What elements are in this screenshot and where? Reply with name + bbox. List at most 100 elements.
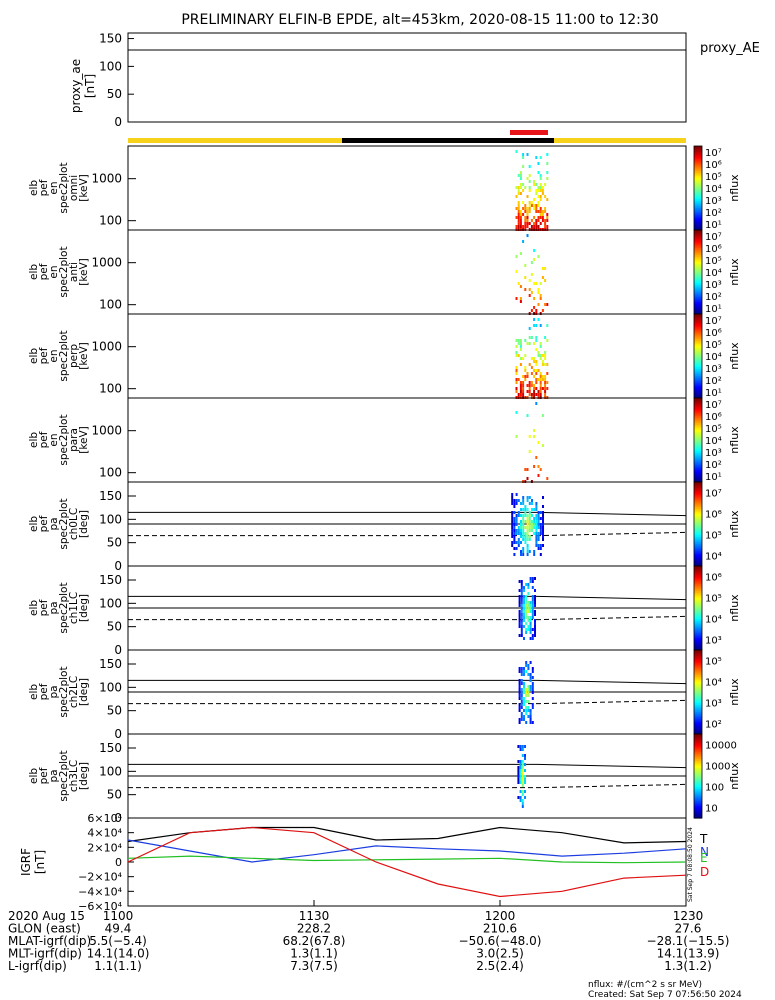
colorbar-cell bbox=[694, 291, 702, 294]
energy-panel-2-ylabel-line: pef bbox=[38, 347, 50, 364]
pitch-cell bbox=[525, 664, 528, 667]
pitch-panel-0-ylabel-line: pa bbox=[48, 517, 60, 530]
pitch-cell bbox=[520, 667, 523, 670]
colorbar-cell bbox=[694, 265, 702, 268]
pitch-cell bbox=[528, 538, 531, 541]
colorbar-cell bbox=[694, 168, 702, 172]
colorbar-cell bbox=[694, 424, 702, 427]
colorbar-cell bbox=[694, 287, 702, 291]
spectrogram-cell bbox=[528, 207, 531, 210]
colorbar-cell bbox=[694, 706, 702, 709]
pitch-panel-2-ylabel-line: elb bbox=[28, 684, 40, 700]
colorbar-cell bbox=[694, 517, 702, 520]
pitch-cell bbox=[537, 535, 540, 538]
colorbar-cell bbox=[694, 536, 702, 539]
pitch-cell bbox=[529, 619, 532, 622]
colorbar-cell bbox=[694, 791, 702, 795]
energy-panel-0-colorbar-tick: 10⁶ bbox=[705, 160, 722, 171]
colorbar-cell bbox=[694, 504, 702, 508]
pitch-cell bbox=[527, 706, 530, 709]
pitch-cell bbox=[525, 688, 528, 691]
spectrogram-cell bbox=[515, 366, 518, 369]
pitch-panel-3-colorbar-tick: 10000 bbox=[705, 741, 737, 752]
pitch-cell bbox=[524, 538, 527, 541]
colorbar-cell bbox=[694, 560, 702, 564]
pitch-tick-label: 0 bbox=[114, 811, 122, 825]
spectrogram-cell bbox=[515, 372, 518, 375]
spectrogram-cell bbox=[546, 213, 549, 216]
pitch-panel-1-colorbar-label: nflux bbox=[728, 594, 741, 622]
energy-panel-0-colorbar-tick: 10⁵ bbox=[705, 172, 722, 183]
colorbar-cell bbox=[694, 762, 702, 765]
pitch-cell bbox=[534, 634, 536, 637]
spectrogram-cell bbox=[515, 387, 518, 390]
pitch-tick-label: 0 bbox=[114, 727, 122, 741]
pitch-cell bbox=[517, 778, 520, 781]
colorbar-cell bbox=[694, 664, 702, 667]
spectrogram-cell bbox=[535, 348, 538, 351]
pitch-cell bbox=[537, 538, 540, 541]
colorbar-cell bbox=[694, 345, 702, 348]
pitch-panel-2-colorbar-tick: 10² bbox=[705, 720, 722, 731]
pitch-cell bbox=[520, 595, 523, 598]
colorbar-cell bbox=[694, 651, 702, 655]
pitch-cell bbox=[531, 577, 534, 580]
colorbar-cell bbox=[694, 483, 702, 487]
colorbar-cell bbox=[694, 700, 702, 704]
colorbar-cell bbox=[694, 660, 702, 663]
pitch-cell bbox=[511, 511, 514, 514]
pitch-cell bbox=[539, 544, 542, 547]
colorbar-cell bbox=[694, 275, 702, 278]
colorbar-cell bbox=[694, 597, 702, 600]
pitch-cell bbox=[517, 511, 520, 514]
colorbar-cell bbox=[694, 461, 702, 464]
spectrogram-cell bbox=[517, 339, 520, 342]
day-segment-2 bbox=[554, 138, 686, 143]
pitch-cell bbox=[513, 541, 516, 544]
pitch-cell bbox=[528, 550, 531, 553]
spectrogram-cell bbox=[546, 477, 549, 480]
colorbar-cell bbox=[694, 175, 702, 179]
pitch-cell bbox=[515, 493, 518, 496]
spectrogram-cell bbox=[533, 357, 536, 360]
colorbar-cell bbox=[694, 742, 702, 746]
spectrogram-cell bbox=[530, 372, 533, 375]
energy-tick-label: 1000 bbox=[91, 424, 122, 438]
pitch-cell bbox=[523, 688, 525, 691]
colorbar-cell bbox=[694, 657, 702, 660]
pitch-cell bbox=[523, 673, 525, 676]
pitch-cell bbox=[523, 670, 525, 673]
pitch-cell bbox=[529, 601, 532, 604]
spectrogram-cell bbox=[544, 219, 547, 222]
energy-panel-1-colorbar-label: nflux bbox=[728, 258, 741, 286]
colorbar-cell bbox=[694, 590, 702, 593]
colorbar-cell bbox=[694, 760, 702, 763]
colorbar-cell bbox=[694, 464, 702, 467]
spectrogram-cell bbox=[530, 309, 533, 312]
spectrogram-cell bbox=[537, 216, 540, 219]
colorbar-cell bbox=[694, 788, 702, 791]
colorbar-cell bbox=[694, 214, 702, 217]
colorbar-cell bbox=[694, 636, 702, 639]
spectrogram-cell bbox=[544, 225, 547, 228]
pitch-cell bbox=[517, 514, 520, 517]
colorbar-cell bbox=[694, 459, 702, 462]
spectrogram-cell bbox=[533, 429, 536, 432]
colorbar-cell bbox=[694, 569, 702, 572]
pitch-cell bbox=[520, 703, 523, 706]
colorbar-cell bbox=[694, 573, 702, 576]
pitch-cell bbox=[515, 529, 518, 532]
spectrogram-cell bbox=[530, 384, 533, 387]
pitch-cell bbox=[531, 721, 534, 724]
pitch-cell bbox=[529, 622, 532, 625]
pitch-cell bbox=[542, 523, 544, 526]
colorbar-cell bbox=[694, 622, 702, 625]
pitch-cell bbox=[522, 520, 525, 523]
pitch-cell bbox=[533, 553, 536, 556]
colorbar-cell bbox=[694, 294, 702, 298]
colorbar-cell bbox=[694, 254, 702, 257]
colorbar-cell bbox=[694, 718, 702, 721]
colorbar-cell bbox=[694, 637, 702, 641]
spectrogram-cell bbox=[519, 174, 522, 177]
